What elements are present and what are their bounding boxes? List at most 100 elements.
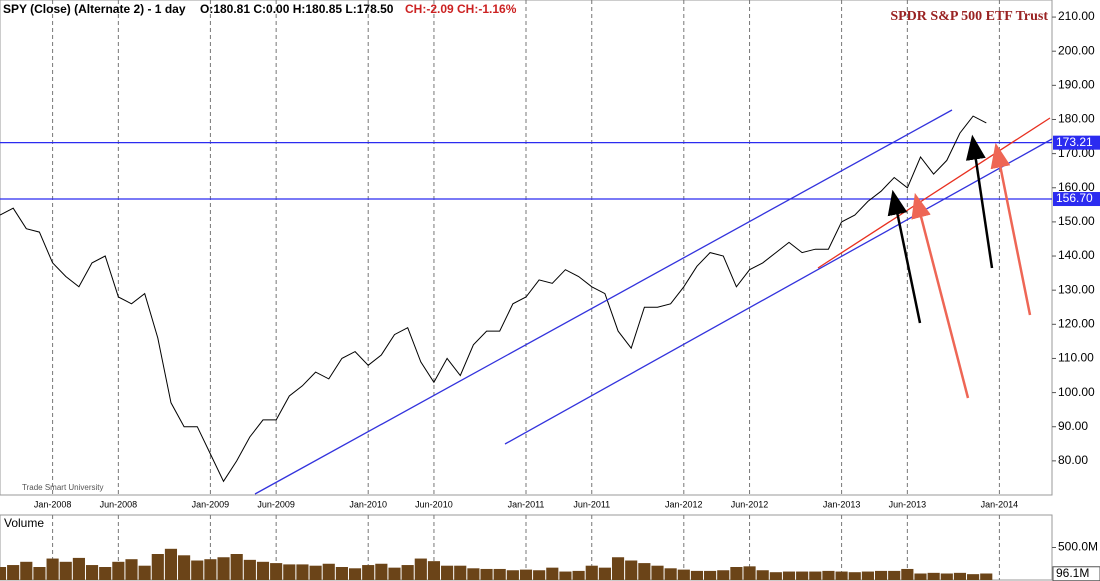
volume-bar (33, 567, 46, 580)
volume-bar (204, 559, 217, 580)
channel-upper (254, 109, 953, 495)
y-tick-label: 120.00 (1058, 316, 1095, 330)
y-tick-label: 210.00 (1058, 9, 1095, 23)
y-tick-label: 150.00 (1058, 214, 1095, 228)
last-value-label: 96.1M (1056, 566, 1089, 580)
x-tick-label: Jan-2011 (508, 499, 545, 509)
volume-bar (454, 565, 467, 580)
volume-bar (848, 572, 861, 580)
volume-bar (243, 559, 256, 580)
y-tick-label: 200.00 (1058, 43, 1095, 57)
x-tick-label: Jan-2013 (823, 499, 861, 509)
volume-bar (967, 574, 980, 580)
volume-bar (782, 571, 796, 580)
chart-title: SPDR S&P 500 ETF Trust (890, 9, 1048, 24)
level-label: 173.21 (1056, 135, 1093, 149)
volume-bar (388, 567, 401, 580)
volume-bar (164, 548, 178, 580)
header-change: CH:-2.09 CH:-1.16% (405, 2, 517, 16)
volume-bar (441, 565, 454, 580)
volume-bar (335, 567, 348, 580)
volume-bar (940, 573, 953, 580)
volume-bar (296, 564, 309, 580)
volume-bar (559, 571, 572, 580)
volume-bar (664, 568, 677, 580)
y-tick-label: 160.00 (1058, 180, 1095, 194)
volume-bar (414, 558, 427, 580)
volume-bar (888, 570, 901, 580)
volume-bar (85, 565, 99, 580)
y-tick-label: 110.00 (1058, 351, 1094, 365)
volume-bar (572, 570, 585, 580)
volume-bar (99, 567, 112, 580)
volume-bar (861, 571, 874, 580)
x-tick-label: Jan-2014 (981, 499, 1019, 509)
volume-bar (72, 557, 85, 580)
volume-bar (533, 570, 546, 580)
x-tick-label: Jan-2009 (192, 499, 230, 509)
volume-bar (809, 571, 822, 580)
volume-bar (20, 561, 33, 580)
x-tick-label: Jun-2009 (257, 499, 295, 509)
level-badge (1053, 192, 1100, 207)
volume-bar (283, 564, 296, 580)
volume-bar (769, 572, 782, 580)
volume-bar (901, 568, 914, 580)
volume-bar (46, 558, 59, 580)
volume-bar (217, 557, 230, 580)
volume-bar (375, 563, 388, 580)
volume-bar (493, 568, 506, 580)
volume-bar (178, 555, 191, 580)
volume-bar (59, 561, 72, 580)
volume-bar (717, 570, 730, 580)
volume-bar (256, 561, 270, 580)
volume-bar (598, 567, 611, 580)
volume-bar (270, 563, 283, 580)
header-quote: O:180.81 C:0.00 H:180.85 L:178.50 (200, 2, 394, 16)
volume-bar (309, 565, 322, 580)
header-symbol: SPY (Close) (Alternate 2) - 1 day (3, 2, 186, 16)
volume-bar (230, 554, 243, 580)
volume-bar (519, 569, 533, 580)
y-tick-label: 90.00 (1058, 419, 1088, 433)
x-tick-label: Jun-2011 (573, 499, 610, 509)
volume-bar (953, 572, 967, 580)
y-tick-label: 80.00 (1058, 453, 1088, 467)
volume-bar (7, 565, 20, 580)
y-tick-label: 180.00 (1058, 112, 1095, 126)
volume-bar (796, 571, 809, 580)
arrow (990, 142, 1032, 316)
x-tick-label: Jun-2008 (100, 499, 138, 509)
y-tick-label: 100.00 (1058, 385, 1095, 399)
level-label: 156.70 (1056, 191, 1093, 205)
volume-bar (125, 559, 138, 580)
volume-bar (743, 566, 756, 580)
volume-bar (401, 565, 414, 580)
volume-bar (546, 567, 559, 580)
volume-bar (690, 570, 704, 580)
x-tick-label: Jun-2010 (415, 499, 453, 509)
trend-line (817, 117, 1051, 269)
volume-bar (835, 571, 848, 580)
volume-bar (914, 573, 927, 580)
volume-bar (322, 563, 335, 580)
arrow (965, 134, 994, 269)
x-tick-label: Jan-2012 (665, 499, 703, 509)
arrow (911, 192, 970, 399)
x-tick-label: Jun-2013 (889, 499, 927, 509)
volume-bar (0, 567, 7, 580)
volume-bar (822, 570, 835, 580)
arrow (887, 189, 922, 324)
volume-bar (730, 567, 743, 580)
volume-bar (467, 568, 480, 580)
volume-bar (638, 563, 651, 580)
volume-bar (112, 561, 125, 580)
x-tick-label: Jan-2008 (34, 499, 72, 509)
volume-bar (611, 557, 625, 580)
price-line (0, 115, 987, 483)
volume-bar (927, 572, 940, 580)
level-badge (1053, 135, 1100, 150)
x-tick-label: Jun-2012 (731, 499, 769, 509)
y-tick-label: 130.00 (1058, 282, 1095, 296)
channel-lower (504, 138, 1053, 445)
